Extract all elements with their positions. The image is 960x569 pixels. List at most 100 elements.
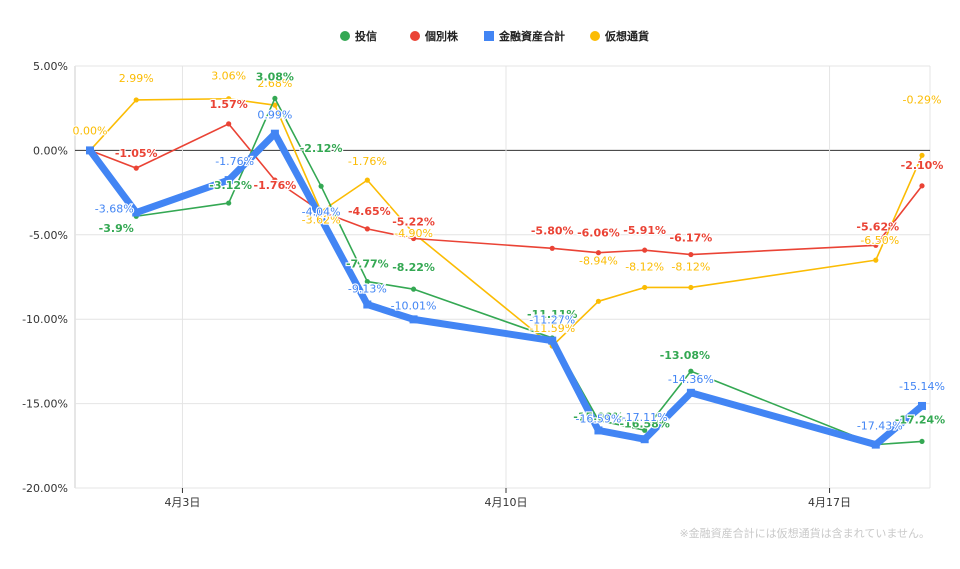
data-label: -3.68% <box>95 203 134 216</box>
data-label: -2.12% <box>300 142 343 155</box>
data-point <box>364 226 370 232</box>
data-label: -17.11% <box>622 411 668 424</box>
data-point <box>410 235 417 242</box>
data-label: -13.08% <box>660 349 710 362</box>
data-label: -8.12% <box>671 260 710 273</box>
legend-swatch <box>484 31 494 41</box>
data-label: -17.24% <box>895 413 945 426</box>
data-point <box>133 97 139 103</box>
data-label: -4.65% <box>348 205 391 218</box>
data-point <box>224 176 233 185</box>
data-label: -5.80% <box>531 224 574 237</box>
legend-swatch <box>590 31 600 41</box>
data-label: 0.99% <box>257 109 292 122</box>
data-label: 0.00% <box>73 124 108 137</box>
data-label: -5.62% <box>856 220 899 233</box>
data-label: 3.06% <box>211 70 246 83</box>
data-label: -17.43% <box>857 420 903 433</box>
data-label: -11.11% <box>527 308 577 321</box>
series-layer <box>86 95 926 449</box>
data-point <box>918 401 926 410</box>
data-point <box>226 121 232 127</box>
data-point <box>642 427 648 433</box>
data-label: -6.17% <box>670 232 713 245</box>
data-point <box>410 286 417 292</box>
grid-layer <box>74 65 931 489</box>
data-label: -1.76% <box>254 179 297 192</box>
data-point <box>873 242 879 248</box>
data-point <box>594 426 603 435</box>
footnote: ※金融資産合計には仮想通貨は含まれていません。 <box>679 526 930 540</box>
data-point <box>317 214 326 223</box>
data-label: -6.06% <box>577 227 620 240</box>
data-point <box>86 146 94 155</box>
data-label: -8.94% <box>579 254 618 267</box>
data-point <box>133 165 139 171</box>
data-point <box>318 183 324 189</box>
data-label: -9.13% <box>348 283 387 296</box>
y-tick-label: -5.00% <box>29 229 68 242</box>
data-label: -2.10% <box>901 159 944 172</box>
data-point <box>873 257 879 263</box>
y-tick-label: -10.00% <box>22 313 68 326</box>
x-tick-label: 4月17日 <box>808 496 851 509</box>
data-point <box>686 388 695 397</box>
y-tick-label: 0.00% <box>33 144 68 157</box>
data-label: -4.90% <box>394 227 433 240</box>
data-point <box>270 129 279 138</box>
data-point <box>364 177 370 183</box>
data-label: -5.91% <box>623 224 666 237</box>
data-label: -8.22% <box>392 261 435 274</box>
data-point <box>132 208 141 217</box>
legend-swatch <box>340 31 350 41</box>
data-label: -5.22% <box>392 216 435 229</box>
data-point <box>919 152 925 158</box>
data-point <box>919 183 925 189</box>
data-label: -15.99% <box>573 410 623 423</box>
data-label: -1.05% <box>115 147 158 160</box>
data-label: 2.68% <box>257 77 292 90</box>
data-point <box>272 95 278 102</box>
data-point <box>226 200 232 206</box>
data-label: -6.50% <box>860 234 899 247</box>
legend-label: 投信 <box>355 29 377 43</box>
data-label: -4.04% <box>302 206 341 219</box>
data-label: -1.76% <box>348 155 387 168</box>
legend-item: 仮想通貨 <box>590 29 649 43</box>
data-label: -14.36% <box>668 373 714 386</box>
legend-item: 個別株 <box>410 29 459 43</box>
legend-label: 仮想通貨 <box>604 29 649 43</box>
data-label: -3.9% <box>99 222 134 235</box>
data-label: -15.14% <box>899 380 945 393</box>
data-point <box>410 230 417 236</box>
data-label-layer: 0.00% 2.99% 3.06% 2.68% -3.62% -1.76% -4.90% -1… <box>71 69 946 434</box>
axis-layer: 5.00% 0.00% -5.00% -10.00% -15.00% -20.00% 4月3… <box>22 60 851 509</box>
data-point <box>871 440 880 449</box>
y-tick-label: 5.00% <box>33 60 68 73</box>
data-point <box>272 102 278 108</box>
data-point <box>272 177 278 183</box>
data-point <box>688 251 694 258</box>
data-label: 3.08% <box>256 70 294 83</box>
data-label: -3.12% <box>209 179 252 192</box>
x-tick-label: 4月10日 <box>485 496 528 509</box>
data-point <box>919 438 925 445</box>
data-label: -11.59% <box>529 322 575 335</box>
data-label: -10.01% <box>391 299 437 312</box>
x-tick-label: 4月3日 <box>164 496 200 509</box>
data-point <box>595 298 602 304</box>
data-label: -7.77% <box>346 258 389 271</box>
legend: 投信 個別株 金融資産合計 仮想通貨 <box>340 29 649 43</box>
data-point <box>688 368 694 374</box>
data-label: 2.99% <box>119 72 154 85</box>
legend-label: 金融資産合計 <box>498 29 565 43</box>
data-label: -0.29% <box>903 93 942 106</box>
y-tick-label: -15.00% <box>22 398 68 411</box>
legend-item: 金融資産合計 <box>484 29 565 43</box>
data-label: -1.76% <box>215 155 254 168</box>
legend-item: 投信 <box>340 29 377 43</box>
data-point <box>364 278 370 285</box>
data-label: 1.57% <box>210 98 248 111</box>
